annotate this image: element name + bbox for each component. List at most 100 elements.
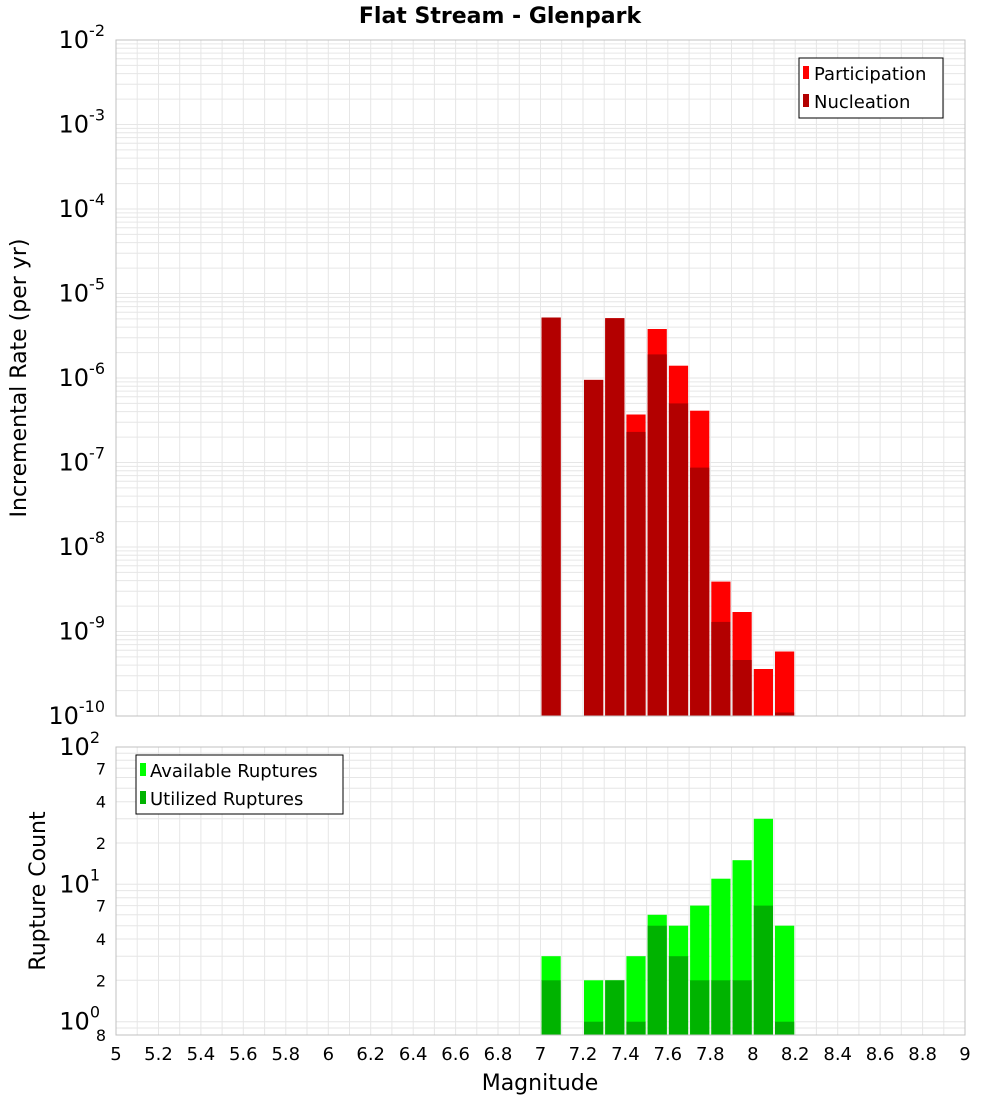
legend-nucleation-label: Nucleation (814, 92, 910, 113)
x-tick-label: 5.8 (271, 1044, 300, 1065)
y-tick-exponent: -9 (89, 613, 105, 632)
y-tick-base: 10 (59, 1008, 90, 1036)
nucleation-bar (711, 621, 731, 716)
count-plot-bars (541, 818, 795, 1035)
y-tick-label: 10-10 (48, 697, 105, 730)
x-axis-label: Magnitude (482, 1071, 599, 1096)
utilized-swatch (140, 791, 146, 804)
count-plot-legend: Available Ruptures Utilized Ruptures (135, 754, 344, 815)
x-tick-label: 6.4 (399, 1044, 428, 1065)
x-tick-label: 7.8 (696, 1044, 725, 1065)
legend-participation-label: Participation (814, 64, 926, 85)
y-tick-label: 10-3 (59, 106, 106, 139)
nucleation-bar (732, 660, 752, 716)
x-tick-label: 7.4 (611, 1044, 640, 1065)
nucleation-bar (605, 318, 625, 716)
y-tick-label: 101 (59, 865, 100, 898)
x-tick-label: 5.4 (187, 1044, 216, 1065)
y-tick-label: 10-4 (59, 190, 106, 223)
x-tick-label: 8.2 (781, 1044, 810, 1065)
nucleation-bar (668, 403, 689, 716)
x-tick-label: 8.8 (908, 1044, 937, 1065)
y-tick-label: 10-9 (59, 613, 106, 646)
utilized-bar (690, 980, 710, 1035)
nucleation-bar (584, 379, 604, 716)
legend-available-label: Available Ruptures (150, 761, 318, 782)
x-tick-label: 6.8 (484, 1044, 513, 1065)
y-tick-exponent: -4 (89, 190, 105, 209)
y-tick-base: 10 (59, 280, 90, 308)
count-plot-y-axis-label: Rupture Count (26, 811, 51, 971)
y-tick-label: 10-8 (59, 528, 106, 561)
participation-bar (753, 669, 773, 716)
rate-plot-bars (541, 317, 795, 716)
x-tick-label: 5.2 (144, 1044, 173, 1065)
nucleation-bar (647, 354, 667, 716)
utilized-bar (605, 980, 625, 1035)
utilized-bar (775, 1021, 795, 1035)
y-tick-label: 100 (59, 1003, 100, 1036)
y-tick-base: 10 (48, 702, 79, 730)
nucleation-bar (626, 431, 646, 716)
x-tick-label: 8.4 (823, 1044, 852, 1065)
y-minor-tick-label: 7 (96, 897, 106, 916)
legend-box (798, 57, 944, 119)
y-tick-base: 10 (59, 618, 90, 646)
utilized-bar (711, 980, 731, 1035)
y-tick-base: 10 (59, 533, 90, 561)
utilized-bar (541, 980, 561, 1035)
x-tick-label: 9 (959, 1044, 970, 1065)
y-tick-base: 10 (59, 364, 90, 392)
y-tick-base: 10 (59, 733, 90, 761)
available-swatch (140, 763, 146, 776)
y-minor-tick-label: 2 (96, 834, 106, 853)
available-bar (626, 956, 646, 1035)
y-tick-exponent: -5 (89, 275, 105, 294)
participation-swatch (803, 66, 809, 79)
utilized-bar (668, 956, 689, 1035)
nucleation-bar (541, 317, 561, 716)
chart-title: Flat Stream - Glenpark (359, 4, 643, 29)
nucleation-swatch (803, 94, 809, 107)
x-axis-ticks: 5 5.2 5.4 5.6 5.8 6 6.2 6.4 6.6 6.8 7 7.2 7.4 7.6 7.8 8… (110, 1044, 970, 1065)
x-tick-label: 5.6 (229, 1044, 258, 1065)
y-minor-tick-label: 4 (96, 793, 106, 812)
y-tick-exponent: 1 (90, 865, 100, 884)
available-bar (775, 925, 795, 1035)
x-tick-label: 8.6 (866, 1044, 895, 1065)
utilized-bar (732, 980, 752, 1035)
y-tick-exponent: -2 (89, 21, 105, 40)
y-tick-label: 10-7 (59, 444, 106, 477)
rate-plot-legend: Participation Nucleation (798, 57, 944, 119)
rate-plot-y-axis-label: Incremental Rate (per yr) (7, 239, 32, 518)
utilized-bar (647, 925, 667, 1035)
y-tick-exponent: 2 (90, 728, 100, 747)
y-tick-base: 10 (59, 111, 90, 139)
x-tick-label: 8 (747, 1044, 758, 1065)
y-minor-tick-label: 7 (96, 759, 106, 778)
utilized-bar (626, 1021, 646, 1035)
utilized-bar (753, 905, 773, 1035)
y-tick-exponent: -8 (89, 528, 105, 547)
y-tick-exponent: -6 (89, 359, 105, 378)
y-tick-exponent: 0 (90, 1003, 100, 1022)
legend-utilized-label: Utilized Ruptures (150, 789, 303, 810)
x-tick-label: 6.2 (356, 1044, 385, 1065)
y-tick-base: 10 (59, 449, 90, 477)
y-tick-label: 10-6 (59, 359, 106, 392)
available-bar (584, 980, 604, 1035)
nucleation-bar (775, 712, 795, 716)
x-tick-label: 6.6 (441, 1044, 470, 1065)
y-tick-label: 102 (59, 728, 100, 761)
x-tick-label: 7.2 (569, 1044, 598, 1065)
utilized-bar (584, 1021, 604, 1035)
y-tick-base: 10 (59, 26, 90, 54)
y-minor-tick-label: 4 (96, 930, 106, 949)
y-tick-base: 10 (59, 870, 90, 898)
y-tick-label: 10-5 (59, 275, 106, 308)
x-tick-label: 7.6 (653, 1044, 682, 1065)
